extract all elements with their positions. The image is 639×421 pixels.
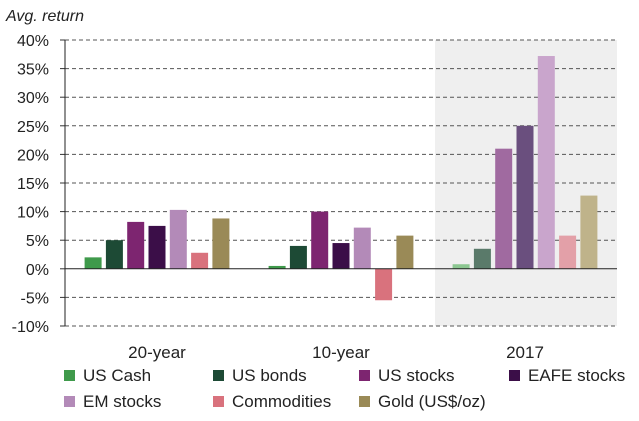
y-tick-label: 15% — [17, 176, 49, 193]
bar-2017-gold-us-oz- — [580, 195, 598, 269]
bar-20-year-em-stocks — [169, 209, 187, 269]
legend-item: US stocks — [359, 366, 455, 385]
legend-label: EAFE stocks — [528, 366, 625, 385]
legend-swatch — [359, 370, 370, 381]
bar-20-year-us-stocks — [127, 221, 145, 269]
y-tick-label: 10% — [17, 205, 49, 222]
legend-item: US Cash — [64, 366, 151, 385]
y-tick-label: -10% — [12, 319, 49, 336]
y-tick-label: -5% — [21, 290, 49, 307]
category-label: 10-year — [312, 343, 370, 362]
legend-item: US bonds — [213, 366, 307, 385]
bar-2017-commodities — [559, 235, 577, 269]
bar-10-year-gold-us-oz- — [396, 235, 414, 269]
legend-swatch — [213, 370, 224, 381]
y-tick-label: 30% — [17, 90, 49, 107]
bar-2017-us-cash — [452, 264, 470, 269]
bar-20-year-gold-us-oz- — [212, 218, 230, 269]
bar-10-year-us-cash — [268, 265, 286, 269]
bar-2017-em-stocks — [537, 56, 555, 269]
bar-20-year-us-cash — [84, 257, 102, 269]
legend-item: Commodities — [213, 392, 331, 411]
bar-2017-eafe-stocks — [516, 125, 534, 269]
legend-label: US stocks — [378, 366, 455, 385]
y-axis-ticks: 40% 35% 30% 25% 20% 15% 10% 5% 0% -5% -10% — [12, 33, 65, 336]
y-axis-title: Avg. return — [5, 8, 84, 25]
y-tick-label: 40% — [17, 33, 49, 50]
legend-label: US Cash — [83, 366, 151, 385]
bar-2017-us-stocks — [495, 148, 513, 269]
bar-10-year-us-bonds — [289, 245, 307, 269]
legend-swatch — [64, 396, 75, 407]
legend-label: US bonds — [232, 366, 307, 385]
legend-swatch — [213, 396, 224, 407]
bar-20-year-eafe-stocks — [148, 225, 166, 269]
legend-label: Commodities — [232, 392, 331, 411]
legend-swatch — [359, 396, 370, 407]
y-tick-label: 20% — [17, 147, 49, 164]
bar-20-year-commodities — [191, 252, 209, 269]
legend-item: Gold (US$/oz) — [359, 392, 486, 411]
legend-label: Gold (US$/oz) — [378, 392, 486, 411]
category-label: 2017 — [506, 343, 544, 362]
bar-2017-us-bonds — [473, 248, 491, 269]
y-tick-label: 25% — [17, 119, 49, 136]
legend-label: EM stocks — [83, 392, 161, 411]
legend-item: EM stocks — [64, 392, 161, 411]
y-tick-label: 35% — [17, 62, 49, 79]
bar-20-year-us-bonds — [105, 240, 123, 269]
legend-swatch — [509, 370, 520, 381]
legend-item: EAFE stocks — [509, 366, 625, 385]
bar-10-year-us-stocks — [311, 211, 329, 269]
category-labels: 20-year 10-year 2017 — [128, 343, 544, 362]
category-label: 20-year — [128, 343, 186, 362]
bar-10-year-commodities — [375, 268, 393, 301]
y-tick-label: 5% — [26, 233, 49, 250]
legend-swatch — [64, 370, 75, 381]
bar-10-year-em-stocks — [353, 227, 371, 269]
y-tick-label: 0% — [26, 262, 49, 279]
legend: US Cash US bonds US stocks EAFE stocks EM st… — [64, 366, 625, 411]
bars — [84, 56, 598, 301]
gridlines — [65, 39, 617, 327]
bar-10-year-eafe-stocks — [332, 243, 350, 269]
